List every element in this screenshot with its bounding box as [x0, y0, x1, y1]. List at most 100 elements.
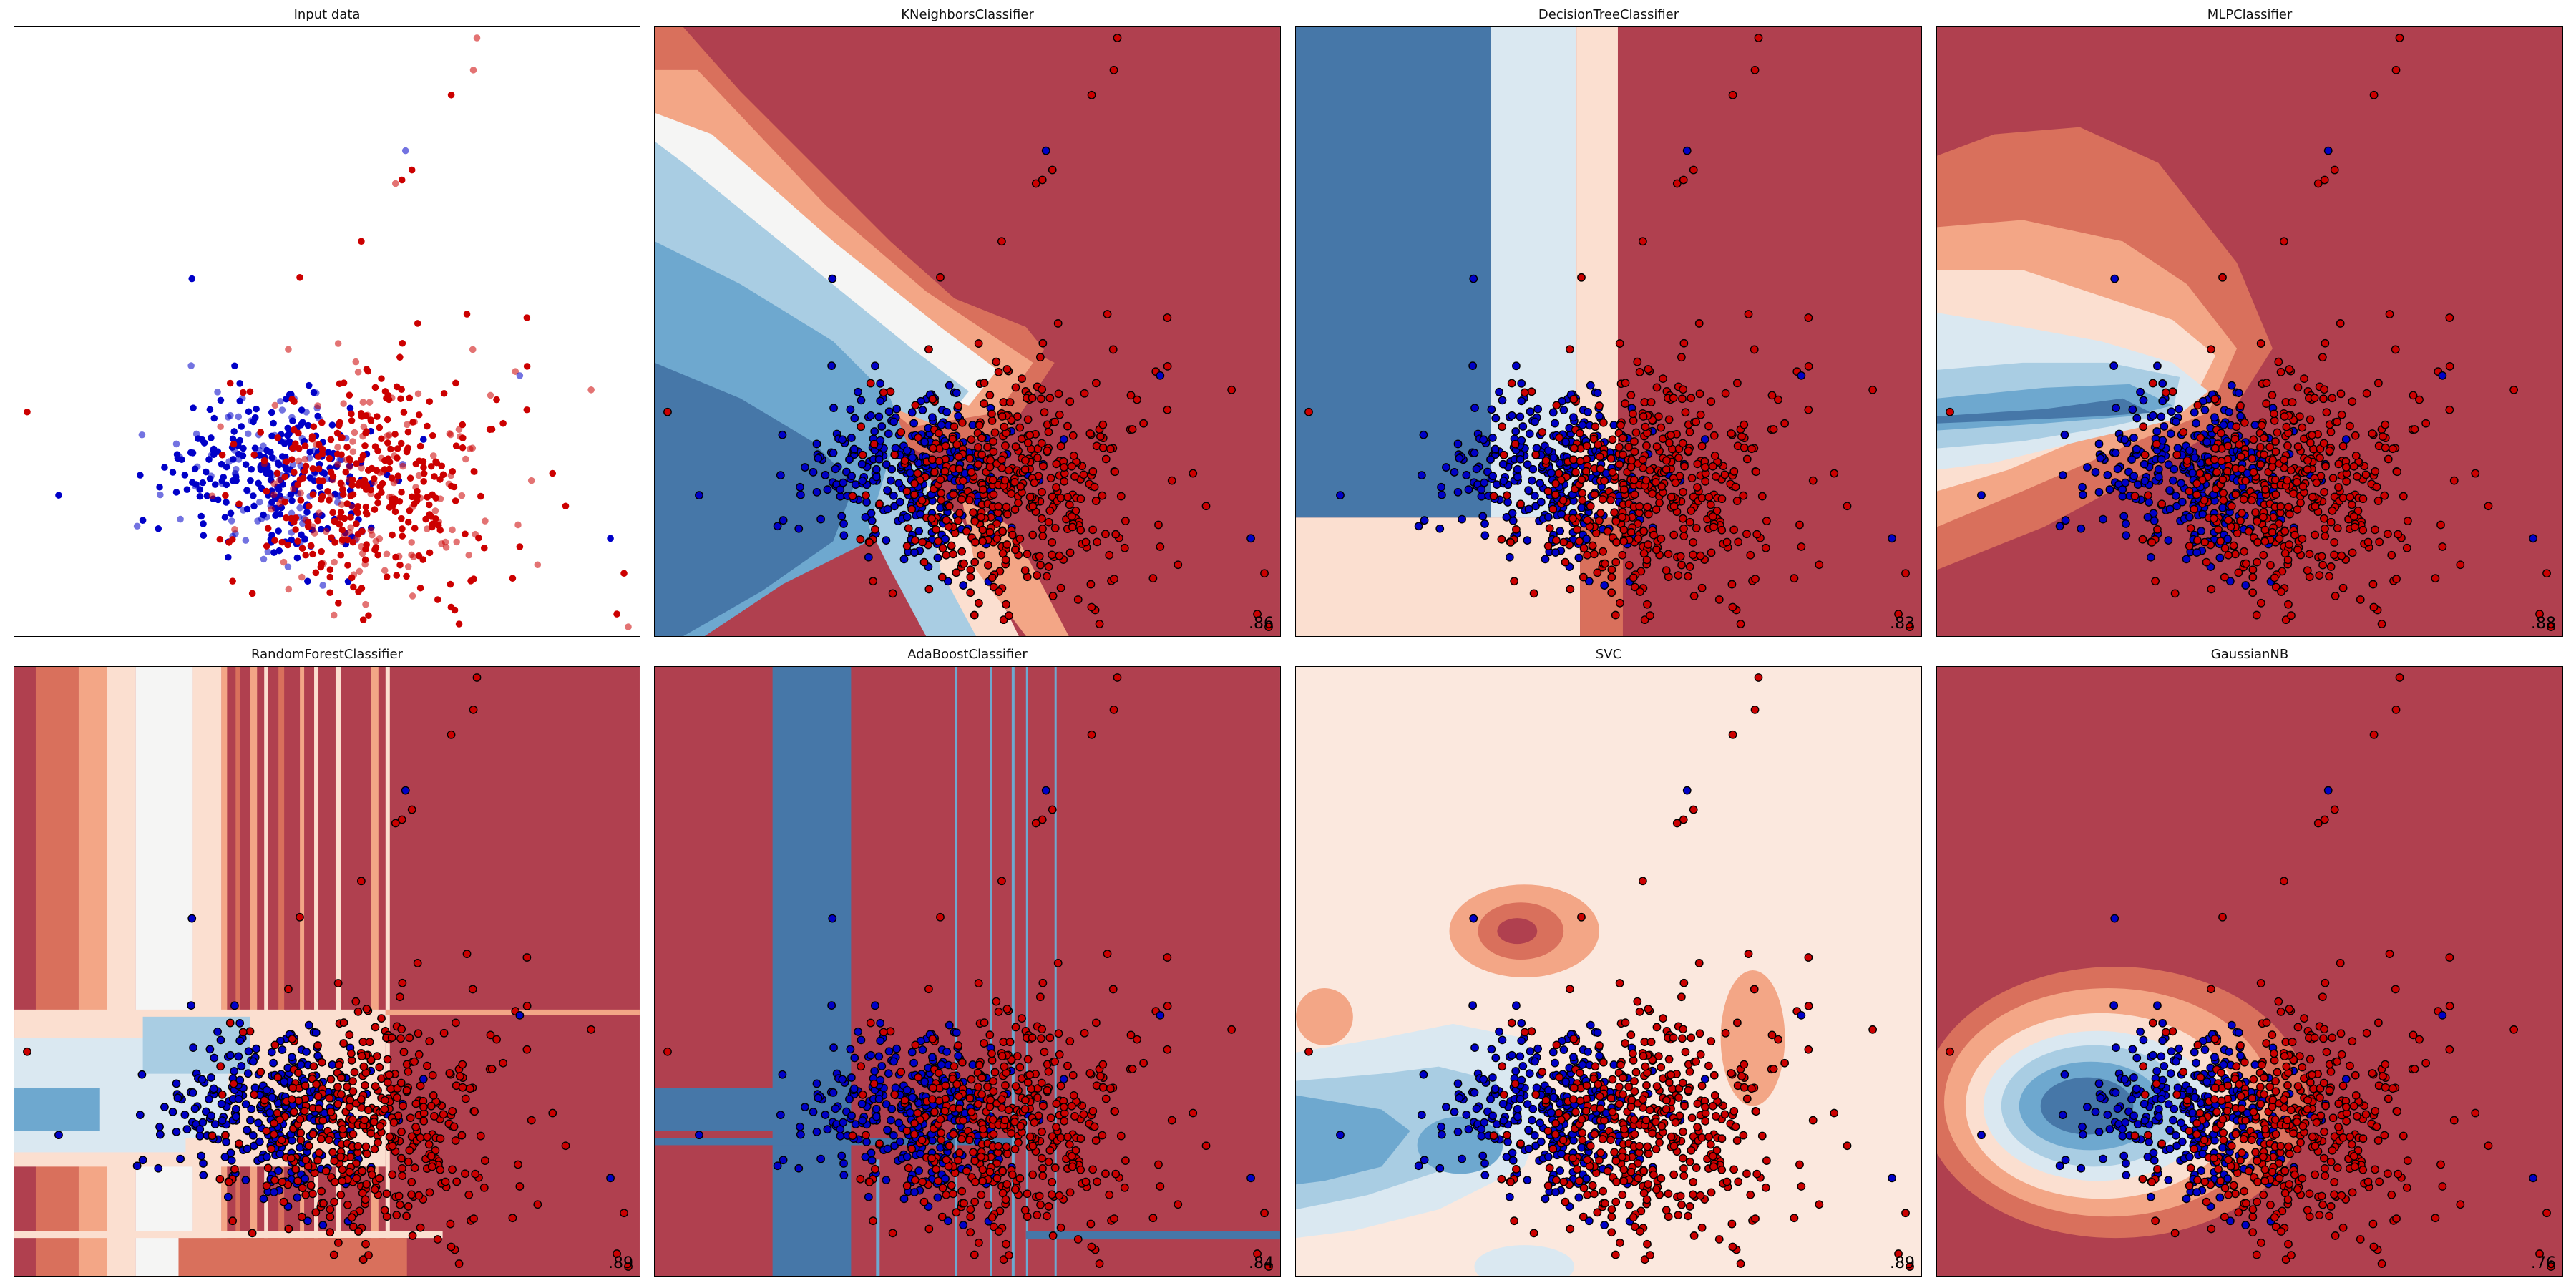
data-point-class-1: [397, 395, 404, 403]
data-point-class-0: [831, 1104, 840, 1113]
data-point-class-1: [934, 537, 942, 546]
data-point-class-1: [1737, 432, 1746, 441]
data-point-class-1: [965, 454, 975, 463]
data-point-class-1: [452, 442, 460, 450]
data-point-class-1: [396, 1034, 405, 1043]
data-point-class-1: [1679, 385, 1688, 394]
data-point-class-0: [263, 1085, 271, 1095]
data-point-class-1: [936, 912, 945, 922]
data-point-class-0: [2112, 404, 2120, 413]
data-point-class-1: [2219, 496, 2228, 505]
data-point-class-1: [2230, 434, 2240, 444]
data-point-class-0: [796, 490, 805, 499]
data-point-class-0: [945, 1020, 954, 1030]
data-point-class-0: [870, 1067, 879, 1075]
data-point-class-1: [463, 311, 471, 318]
data-point-class-1: [298, 1184, 307, 1193]
data-point-class-1: [362, 1180, 371, 1189]
data-point-class-1: [888, 589, 897, 598]
data-point-class-1: [2260, 450, 2268, 459]
data-point-class-1: [383, 1078, 392, 1087]
data-point-class-1: [990, 1068, 1000, 1077]
data-point-class-1: [942, 550, 951, 560]
data-point-class-0: [1495, 1027, 1503, 1036]
data-point-class-1: [1662, 566, 1671, 575]
data-point-class-0: [177, 515, 184, 523]
data-point-class-1: [1067, 512, 1076, 521]
data-point-class-1: [263, 1163, 273, 1173]
data-point-class-0: [889, 1057, 898, 1066]
data-point-class-1: [977, 1073, 986, 1083]
data-point-class-0: [847, 472, 856, 481]
data-point-class-1: [2449, 476, 2459, 485]
data-point-class-1: [1067, 462, 1076, 471]
data-point-class-0: [1524, 504, 1533, 514]
data-point-class-0: [2083, 463, 2092, 472]
data-point-class-0: [222, 1138, 230, 1146]
data-point-class-1: [314, 1104, 323, 1113]
data-point-class-0: [187, 362, 195, 369]
data-point-class-1: [290, 485, 297, 493]
data-point-class-0: [2133, 480, 2142, 489]
data-point-class-0: [203, 492, 211, 499]
data-point-class-1: [1642, 441, 1651, 450]
data-point-class-1: [1635, 502, 1644, 511]
data-point-class-1: [366, 399, 374, 406]
data-point-class-1: [353, 535, 361, 542]
data-point-class-1: [1103, 950, 1112, 958]
data-point-class-0: [867, 1156, 877, 1165]
data-point-class-1: [1731, 482, 1740, 492]
data-point-class-1: [1091, 1018, 1101, 1028]
data-point-class-1: [2217, 429, 2225, 438]
data-point-class-1: [380, 1206, 389, 1215]
data-point-class-1: [1001, 441, 1010, 450]
data-point-class-1: [1498, 422, 1507, 431]
data-point-class-1: [1038, 1025, 1047, 1034]
data-point-class-1: [1679, 175, 1688, 185]
data-point-class-1: [313, 441, 320, 449]
data-point-class-1: [326, 573, 334, 581]
data-point-class-1: [1750, 345, 1759, 354]
data-point-class-1: [358, 1166, 366, 1176]
data-point-class-1: [994, 1007, 1003, 1016]
data-point-class-0: [289, 461, 297, 469]
data-point-class-1: [465, 1084, 474, 1093]
data-point-class-1: [348, 1130, 358, 1139]
data-point-class-1: [334, 340, 342, 347]
data-point-class-1: [1712, 472, 1720, 481]
data-point-class-1: [549, 469, 557, 477]
data-point-class-1: [1060, 1103, 1068, 1111]
data-point-class-1: [957, 495, 966, 504]
data-point-class-1: [1035, 1191, 1044, 1201]
data-point-class-1: [1038, 338, 1048, 348]
data-point-class-0: [210, 445, 218, 453]
data-point-class-1: [1624, 442, 1633, 452]
data-point-class-1: [2186, 524, 2195, 533]
data-point-class-1: [2288, 398, 2297, 407]
data-point-class-1: [2280, 527, 2289, 536]
data-point-class-1: [396, 561, 404, 569]
data-point-class-1: [935, 1068, 943, 1078]
data-point-class-0: [943, 1216, 952, 1226]
data-point-class-1: [989, 1077, 997, 1085]
data-point-class-0: [839, 478, 848, 487]
data-point-class-1: [326, 1228, 335, 1237]
data-point-class-1: [216, 535, 224, 543]
data-point-class-1: [1054, 389, 1063, 399]
data-point-class-1: [2356, 595, 2365, 604]
data-point-class-1: [482, 517, 489, 525]
data-point-class-1: [879, 1028, 888, 1037]
data-point-class-1: [987, 1049, 996, 1058]
data-point-class-1: [350, 1068, 359, 1077]
data-point-class-1: [371, 384, 379, 391]
data-point-class-1: [2248, 588, 2258, 597]
data-point-class-0: [827, 361, 836, 370]
data-point-class-1: [448, 1165, 457, 1174]
data-point-class-1: [1087, 90, 1096, 99]
data-point-class-1: [377, 1014, 386, 1023]
data-point-class-1: [869, 439, 879, 449]
data-point-class-1: [1561, 557, 1570, 567]
data-point-class-1: [1615, 339, 1624, 348]
data-point-class-1: [449, 1122, 459, 1131]
data-point-class-1: [1063, 1061, 1072, 1070]
